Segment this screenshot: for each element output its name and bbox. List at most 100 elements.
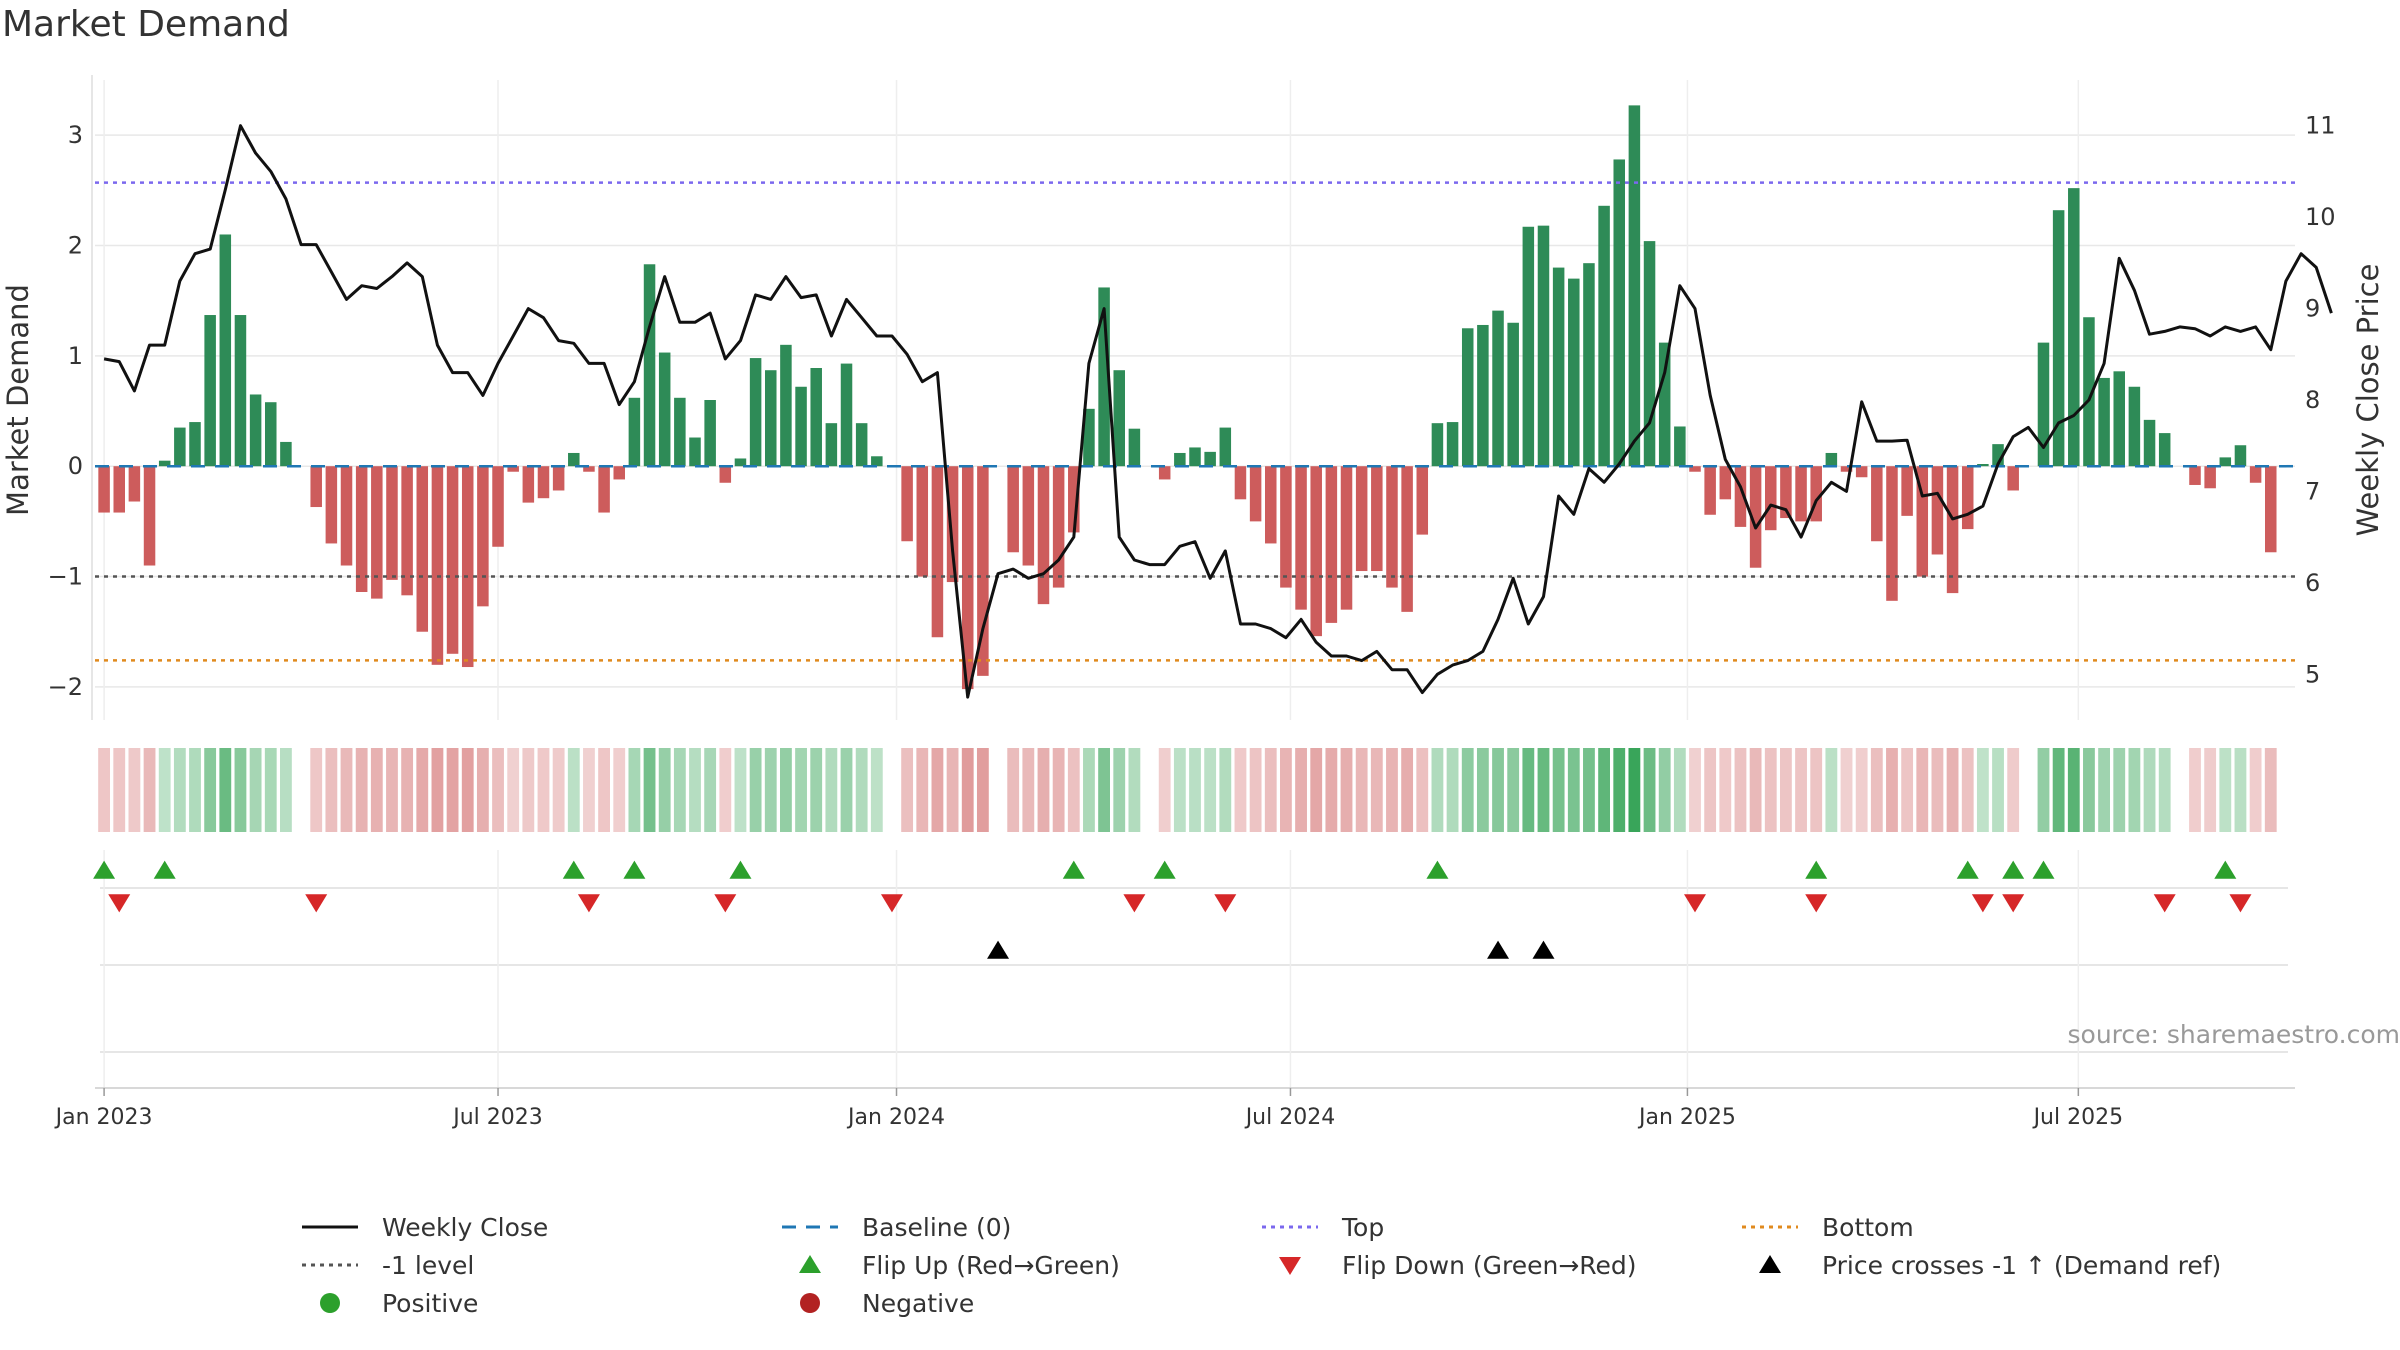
flip-up-marker — [93, 860, 116, 879]
demand-bar-positive — [2234, 445, 2247, 467]
heat-cell-positive — [764, 748, 777, 832]
heat-cell-negative — [1052, 748, 1065, 832]
flip-down-marker — [1123, 894, 1146, 913]
heat-cell-positive — [1825, 748, 1838, 832]
heat-cell-negative — [1855, 748, 1868, 832]
flip-up-marker — [729, 860, 752, 879]
heat-cell-negative — [113, 748, 126, 832]
heat-cell-positive — [658, 748, 671, 832]
heat-cell-negative — [355, 748, 368, 832]
demand-bar-negative — [128, 466, 141, 502]
heat-cell-negative — [1810, 748, 1823, 832]
heat-cell-positive — [825, 748, 838, 832]
demand-bar-negative — [1780, 466, 1792, 519]
heat-cell-negative — [901, 748, 914, 832]
legend-label: Bottom — [1822, 1212, 1914, 1242]
demand-bar-negative — [1355, 466, 1368, 572]
heat-cell-positive — [219, 748, 232, 832]
demand-bar-negative — [1037, 466, 1050, 605]
dot-icon — [320, 1293, 340, 1313]
heat-cell-positive — [1673, 748, 1686, 832]
demand-bar-negative — [1280, 466, 1292, 588]
demand-bar-negative — [1416, 466, 1429, 535]
demand-bar-positive — [2083, 317, 2095, 467]
heat-cell-positive — [628, 748, 641, 832]
heat-cell-negative — [1780, 748, 1792, 832]
heat-cell-negative — [916, 748, 929, 832]
demand-bar-positive — [2098, 377, 2110, 467]
heat-cell-positive — [173, 748, 186, 832]
heat-cell-positive — [1461, 748, 1474, 832]
demand-bar-positive — [628, 397, 641, 467]
demand-bar-negative — [1749, 466, 1762, 568]
demand-bar-negative — [143, 466, 156, 566]
heat-cell-negative — [461, 748, 474, 832]
demand-bar-positive — [658, 352, 671, 467]
heat-cell-negative — [1840, 748, 1853, 832]
heat-cell-positive — [2143, 748, 2156, 832]
heat-cell-negative — [1386, 748, 1398, 832]
demand-bar-positive — [1492, 310, 1504, 467]
heat-cell-negative — [961, 748, 974, 832]
heat-cell-negative — [1355, 748, 1368, 832]
y-left-axis-title: Market Demand — [1, 284, 35, 516]
demand-bar-negative — [1371, 466, 1383, 572]
legend-item: Negative — [780, 1288, 974, 1318]
demand-bar-positive — [1613, 159, 1625, 467]
demand-bar-negative — [977, 466, 989, 676]
demand-bar-negative — [325, 466, 338, 544]
y-right-tick-label: 7 — [2305, 477, 2320, 505]
heat-cell-positive — [234, 748, 247, 832]
demand-bar-negative — [1234, 466, 1247, 500]
dotted-line-icon — [1262, 1225, 1318, 1229]
demand-bar-negative — [1158, 466, 1171, 480]
demand-bar-positive — [249, 394, 262, 467]
heat-cell-positive — [1613, 748, 1626, 832]
heat-cell-positive — [734, 748, 747, 832]
demand-bar-negative — [2204, 466, 2216, 489]
price-cross-marker — [1487, 940, 1510, 959]
demand-bar-positive — [780, 344, 792, 467]
triangle-up-icon — [799, 1255, 821, 1273]
demand-bar-positive — [280, 441, 292, 467]
flip-up-marker — [153, 860, 176, 879]
flip-up-marker — [1956, 860, 1979, 879]
heat-cell-positive — [780, 748, 792, 832]
demand-bar-positive — [1674, 426, 1686, 467]
demand-bar-positive — [674, 397, 686, 467]
demand-bar-negative — [1052, 466, 1065, 588]
heat-cell-negative — [719, 748, 732, 832]
legend-label: Price crosses -1 ↑ (Demand ref) — [1822, 1250, 2222, 1280]
heat-cell-positive — [810, 748, 823, 832]
heat-cell-negative — [1158, 748, 1171, 832]
heat-cell-negative — [310, 748, 323, 832]
demand-bar-negative — [1007, 466, 1019, 553]
heat-cell-negative — [1901, 748, 1914, 832]
triangle-up-icon — [1759, 1255, 1781, 1273]
flip-up-marker — [2002, 860, 2025, 879]
y-right-tick-label: 10 — [2305, 203, 2336, 231]
heat-cell-negative — [1370, 748, 1383, 832]
flip-down-marker — [2229, 894, 2252, 913]
demand-bar-negative — [931, 466, 944, 638]
heat-cell-positive — [2067, 748, 2080, 832]
demand-bar-negative — [961, 466, 974, 690]
heat-cell-negative — [416, 748, 429, 832]
demand-bar-positive — [174, 427, 186, 467]
heat-cell-negative — [2007, 748, 2020, 832]
heat-cell-positive — [1598, 748, 1610, 832]
heat-cell-negative — [1946, 748, 1959, 832]
demand-bar-positive — [689, 437, 701, 467]
heat-cell-negative — [1325, 748, 1338, 832]
demand-bar-negative — [916, 466, 929, 577]
flip-down-marker — [1805, 894, 1828, 913]
demand-bar-negative — [1265, 466, 1277, 544]
heat-cell-negative — [2204, 748, 2217, 832]
heat-cell-positive — [158, 748, 171, 832]
heat-cell-negative — [98, 748, 110, 832]
legend-label: Negative — [862, 1288, 975, 1318]
demand-bar-negative — [1295, 466, 1307, 610]
flip-down-marker — [880, 894, 903, 913]
heat-cell-negative — [1022, 748, 1035, 832]
